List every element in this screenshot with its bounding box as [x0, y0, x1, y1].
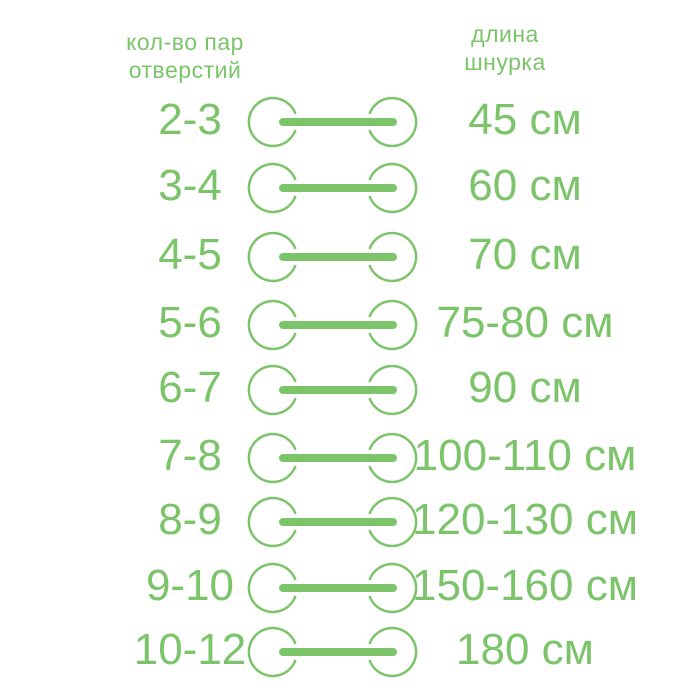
- header-length-line1: длина: [471, 21, 539, 47]
- eyelet-right-icon: [368, 299, 418, 351]
- header-holes-line1: кол-во пар: [126, 29, 244, 55]
- lace-length: 100-110 см: [413, 431, 637, 480]
- holes-count: 3-4: [158, 161, 222, 210]
- holes-count: 9-10: [145, 561, 235, 610]
- eyelet-left-icon: [247, 162, 297, 214]
- lace-icon: [247, 364, 418, 416]
- lace-length: 60 см: [468, 161, 582, 210]
- holes-count: 8-9: [158, 495, 222, 544]
- lace-icon: [247, 562, 418, 614]
- lace-length: 150-160 см: [412, 561, 638, 610]
- header-holes: кол-во пар отверстий: [75, 28, 295, 84]
- eyelet-right-icon: [368, 231, 418, 283]
- eyelet-right-icon: [368, 432, 418, 484]
- eyelet-right-icon: [368, 96, 418, 148]
- lace-icon: [247, 299, 418, 351]
- lace-length: 120-130 см: [412, 495, 638, 544]
- holes-count: 5-6: [158, 298, 222, 347]
- eyelet-left-icon: [247, 299, 297, 351]
- lace-icon: [247, 96, 418, 148]
- lace-length: 70 см: [468, 230, 582, 279]
- header-length-line2: шнурка: [464, 49, 546, 75]
- eyelet-left-icon: [247, 562, 297, 614]
- eyelet-left-icon: [247, 231, 297, 283]
- holes-count: 2-3: [158, 95, 222, 144]
- eyelet-left-icon: [247, 432, 297, 484]
- eyelet-right-icon: [368, 496, 418, 548]
- holes-count: 6-7: [158, 363, 222, 412]
- lace-icon: [247, 231, 418, 283]
- eyelet-left-icon: [247, 626, 297, 678]
- holes-count: 7-8: [158, 431, 222, 480]
- eyelet-right-icon: [368, 364, 418, 416]
- lace-length: 45 см: [468, 95, 582, 144]
- eyelet-left-icon: [247, 496, 297, 548]
- header-holes-line2: отверстий: [128, 57, 242, 83]
- lace-icon: [247, 496, 418, 548]
- holes-count: 10-12: [133, 625, 247, 674]
- eyelet-left-icon: [247, 96, 297, 148]
- holes-count: 4-5: [158, 230, 222, 279]
- lace-length: 180 см: [456, 625, 594, 674]
- lace-icon: [247, 626, 418, 678]
- lace-icon: [247, 162, 418, 214]
- lace-icon: [247, 432, 418, 484]
- eyelet-right-icon: [368, 626, 418, 678]
- lace-length: 90 см: [468, 363, 582, 412]
- header-length: длина шнурка: [395, 20, 615, 76]
- eyelet-left-icon: [247, 364, 297, 416]
- eyelet-right-icon: [368, 162, 418, 214]
- lace-length: 75-80 см: [436, 298, 614, 347]
- eyelet-right-icon: [368, 562, 418, 614]
